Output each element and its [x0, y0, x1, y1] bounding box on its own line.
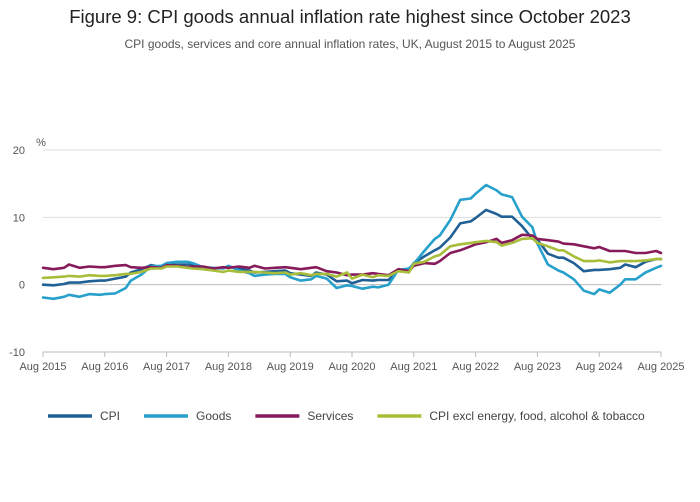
legend-label: Services	[307, 409, 353, 423]
legend-label: CPI excl energy, food, alcohol & tobacco	[429, 409, 645, 423]
series-line-3	[41, 233, 663, 277]
legend-label: CPI	[100, 409, 120, 423]
legend-label: Goods	[196, 409, 231, 423]
x-tick-label: Aug 2023	[514, 361, 561, 373]
x-tick-label: Aug 2021	[390, 361, 437, 373]
y-tick-label: -10	[9, 347, 25, 359]
x-tick-label: Aug 2018	[205, 361, 252, 373]
chart-subtitle: CPI goods, services and core annual infl…	[124, 37, 576, 51]
x-tick-label: Aug 2017	[143, 361, 190, 373]
y-tick-label: 20	[13, 145, 25, 157]
series-line-2	[41, 183, 663, 301]
x-tick-label: Aug 2025	[637, 361, 684, 373]
legend: CPI Goods Services CPI excl energy, food, a…	[48, 409, 645, 423]
x-tick-label: Aug 2015	[19, 361, 66, 373]
grid	[43, 149, 661, 353]
x-tick-label: Aug 2020	[328, 361, 375, 373]
x-tick-label: Aug 2024	[576, 361, 623, 373]
series-line-4	[41, 236, 663, 280]
y-tick-label: 10	[13, 212, 25, 224]
y-tick-label: 0	[19, 280, 25, 292]
chart-title: Figure 9: CPI goods annual inflation rat…	[69, 6, 631, 27]
axes: 20 10 0 -10% Aug 2015 Aug 2016 Aug 2017 Aug 201…	[9, 137, 684, 373]
series-lines	[41, 183, 663, 301]
x-tick-label: Aug 2022	[452, 361, 499, 373]
y-axis-unit-label: %	[36, 137, 46, 149]
x-tick-label: Aug 2019	[267, 361, 314, 373]
x-tick-label: Aug 2016	[81, 361, 128, 373]
